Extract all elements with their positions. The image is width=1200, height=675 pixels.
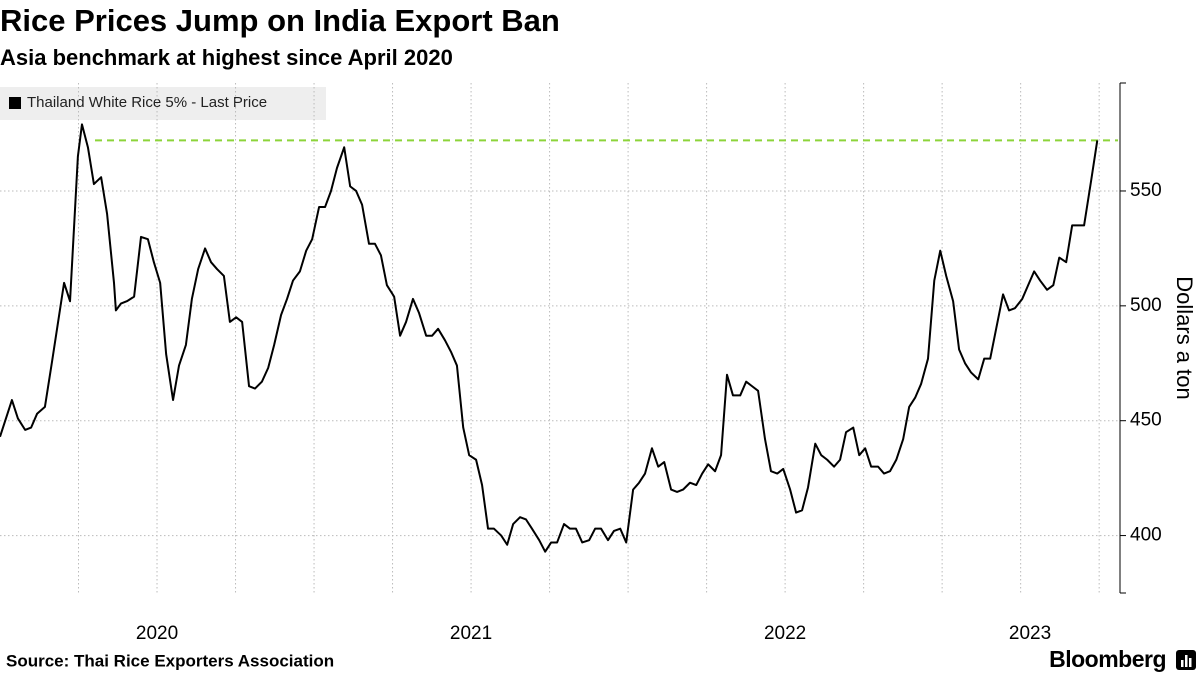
legend-box xyxy=(0,87,326,120)
brand-icon xyxy=(1176,650,1196,670)
brand: Bloomberg xyxy=(1049,646,1166,672)
y-axis-title: Dollars a ton xyxy=(1172,276,1197,400)
x-tick-label: 2022 xyxy=(764,623,806,644)
chart-subtitle: Asia benchmark at highest since April 20… xyxy=(0,45,453,70)
x-tick-label: 2020 xyxy=(136,623,178,644)
legend-label: Thailand White Rice 5% - Last Price xyxy=(27,94,267,111)
y-tick-label: 500 xyxy=(1130,295,1162,316)
x-tick-label: 2023 xyxy=(1009,623,1051,644)
y-tick-label: 450 xyxy=(1130,410,1162,431)
legend-swatch xyxy=(9,97,21,109)
price-line xyxy=(0,123,1099,553)
source: Source: Thai Rice Exporters Association xyxy=(6,651,334,670)
x-tick-label: 2021 xyxy=(450,623,492,644)
chart-title: Rice Prices Jump on India Export Ban xyxy=(0,3,560,38)
y-tick-label: 550 xyxy=(1130,180,1162,201)
y-tick-label: 400 xyxy=(1130,525,1162,546)
